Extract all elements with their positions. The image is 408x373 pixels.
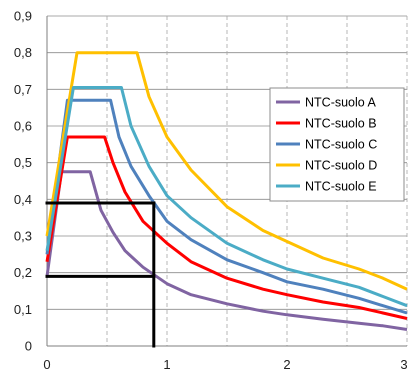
annotation-lines	[45, 201, 156, 348]
legend-label: NTC-suolo B	[305, 117, 377, 131]
y-tick-label: 0,9	[14, 9, 32, 24]
series-line	[45, 86, 408, 308]
series-line	[45, 170, 408, 331]
y-tick-label: 0,6	[14, 119, 32, 134]
series-line	[45, 51, 408, 291]
legend: NTC-suolo A NTC-suolo B NTC-suolo C NTC-suo…	[269, 87, 405, 202]
series-line	[45, 135, 408, 320]
x-tick-label: 2	[283, 357, 290, 372]
legend-label: NTC-suolo D	[305, 159, 377, 173]
legend-label: NTC-suolo A	[305, 96, 377, 110]
chart-grid	[47, 15, 408, 346]
y-tick-label: 0,5	[14, 155, 32, 170]
y-tick-label: 0,4	[14, 192, 32, 207]
chart-axes	[46, 16, 407, 347]
y-tick-label: 0,2	[14, 265, 32, 280]
tick-labels: 0 0,1 0,2 0,3 0,4 0,5 0,6 0,7 0,8 0,9 0 1 2 3	[14, 9, 408, 373]
y-tick-label: 0	[25, 339, 32, 354]
y-tick-label: 0,8	[14, 45, 32, 60]
series-line	[45, 98, 408, 315]
x-tick-label: 0	[43, 357, 50, 372]
legend-label: NTC-suolo E	[305, 180, 377, 194]
y-tick-label: 0,1	[14, 302, 32, 317]
y-tick-label: 0,3	[14, 229, 32, 244]
y-tick-label: 0,7	[14, 82, 32, 97]
x-tick-label: 3	[400, 357, 407, 372]
legend-label: NTC-suolo C	[305, 138, 377, 152]
series-lines	[45, 51, 408, 331]
x-tick-label: 1	[163, 357, 170, 372]
